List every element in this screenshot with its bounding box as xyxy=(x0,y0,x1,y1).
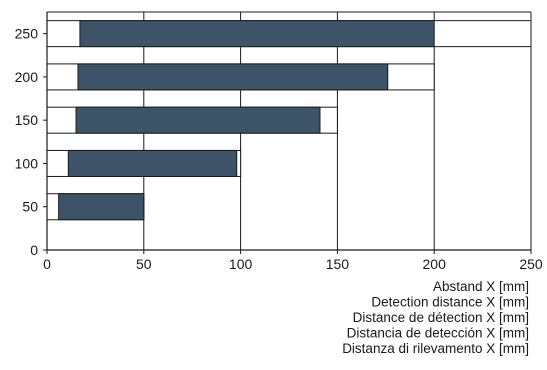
x-axis-label-line-2: Distance de détection X [mm] xyxy=(353,310,529,325)
bar-50 xyxy=(58,193,145,221)
y-tick-label-50: 50 xyxy=(22,199,38,215)
axes xyxy=(43,11,532,254)
x-tick-label-0: 0 xyxy=(43,256,51,272)
y-tick-label-0: 0 xyxy=(30,242,38,258)
bar-200 xyxy=(77,63,389,91)
bar-150 xyxy=(75,106,321,134)
x-tick-labels: 0 50 100 150 200 250 xyxy=(43,256,543,272)
y-tick-label-200: 200 xyxy=(15,69,39,85)
x-axis-label-line-3: Distancia de detección X [mm] xyxy=(347,326,529,341)
x-tick-label-50: 50 xyxy=(136,256,152,272)
x-tick-label-150: 150 xyxy=(326,256,350,272)
y-tick-label-100: 100 xyxy=(15,155,39,171)
x-axis-label-line-0: Abstand X [mm] xyxy=(433,279,529,294)
y-tick-labels: 0 50 100 150 200 250 xyxy=(15,26,39,258)
x-tick-label-250: 250 xyxy=(519,256,543,272)
bar-250 xyxy=(79,20,435,48)
x-axis-label: Abstand X [mm]Detection distance X [mm]D… xyxy=(342,279,529,356)
x-tick-label-100: 100 xyxy=(229,256,253,272)
bar-100 xyxy=(67,149,238,177)
x-axis-label-line-4: Distanza di rilevamento X [mm] xyxy=(342,341,529,356)
y-tick-label-150: 150 xyxy=(15,112,39,128)
x-tick-label-200: 200 xyxy=(423,256,447,272)
x-axis-label-line-1: Detection distance X [mm] xyxy=(371,295,529,310)
y-tick-label-250: 250 xyxy=(15,26,39,42)
bars xyxy=(58,20,435,221)
